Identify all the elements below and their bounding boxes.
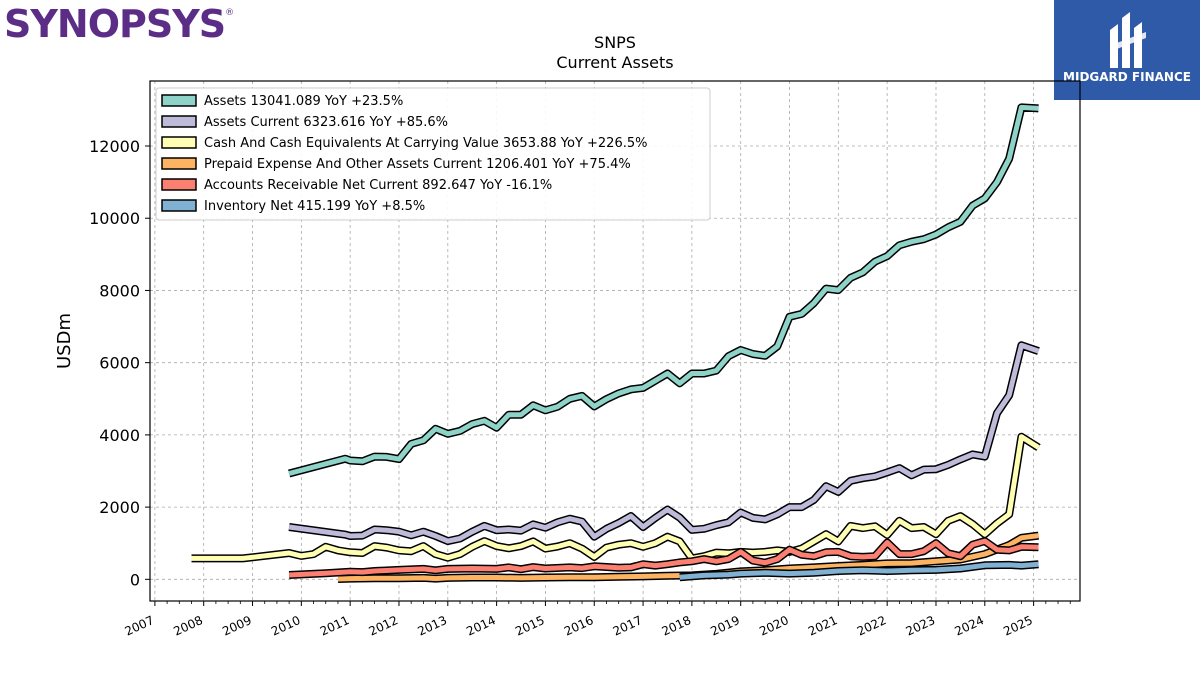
legend-swatch-5 xyxy=(161,199,197,212)
midgard-finance-logo-icon xyxy=(1110,12,1146,68)
legend-box xyxy=(155,87,711,221)
x-tick-label: 2009 xyxy=(220,613,254,639)
y-tick-label: 12000 xyxy=(89,137,140,156)
series-line-0 xyxy=(288,104,1039,476)
x-tick-label: 2012 xyxy=(367,613,401,639)
x-tick-label: 2020 xyxy=(757,613,791,639)
x-tick-label: 2022 xyxy=(855,613,889,639)
series-line-1 xyxy=(288,342,1040,544)
legend-swatch-1 xyxy=(161,115,197,128)
synopsys-logo: SYNOPSYS® xyxy=(4,2,234,46)
legend-swatch-2 xyxy=(161,136,197,149)
x-tick-label: 2019 xyxy=(708,613,742,639)
y-tick-label: 0 xyxy=(130,570,140,589)
plot-frame xyxy=(149,80,1081,602)
legend-label-5: Inventory Net 415.199 YoY +8.5% xyxy=(204,199,425,214)
x-tick-label: 2016 xyxy=(562,613,596,639)
y-tick-label: 8000 xyxy=(99,281,140,300)
midgard-finance-logo: MIDGARD FINANCE xyxy=(1054,0,1200,100)
x-tick-label: 2018 xyxy=(660,613,694,639)
series-line-4 xyxy=(288,538,1039,578)
legend-label-1: Assets Current 6323.616 YoY +85.6% xyxy=(204,115,448,130)
registered-mark: ® xyxy=(225,8,234,18)
chart-title: SNPS xyxy=(594,33,636,52)
x-tick-label: 2014 xyxy=(464,613,498,639)
legend-label-2: Cash And Cash Equivalents At Carrying Va… xyxy=(204,136,647,151)
x-tick-label: 2017 xyxy=(611,613,645,639)
legend-label-4: Accounts Receivable Net Current 892.647 … xyxy=(204,178,552,193)
legend-label-0: Assets 13041.089 YoY +23.5% xyxy=(204,94,403,109)
x-tick-label: 2010 xyxy=(269,613,303,639)
x-tick-label: 2011 xyxy=(318,613,352,639)
midgard-finance-logo-text: MIDGARD FINANCE xyxy=(1063,70,1191,84)
legend-swatch-4 xyxy=(161,178,197,191)
series-line-2 xyxy=(191,434,1040,561)
x-axis: 2007 2008 2009 2010 2011 2012 2013 2014 2015 2016… xyxy=(123,601,1071,639)
legend-label-3: Prepaid Expense And Other Assets Current… xyxy=(204,157,631,172)
x-tick-label: 2021 xyxy=(806,613,840,639)
y-tick-label: 10000 xyxy=(89,209,140,228)
series-line-5 xyxy=(679,561,1039,580)
y-axis: 0 2000 4000 6000 8000 10000 12000 xyxy=(89,137,150,589)
x-tick-label: 2008 xyxy=(171,613,205,639)
legend-swatch-3 xyxy=(161,157,197,170)
legend-swatch-0 xyxy=(161,94,197,107)
y-tick-label: 2000 xyxy=(99,498,140,517)
chart-subtitle: Current Assets xyxy=(556,53,673,72)
y-tick-label: 4000 xyxy=(99,426,140,445)
y-tick-label: 6000 xyxy=(99,354,140,373)
x-tick-label: 2023 xyxy=(904,613,938,639)
x-tick-label: 2025 xyxy=(1001,613,1035,639)
series-line-outline-2 xyxy=(191,432,1041,563)
y-axis-label: USDm xyxy=(54,313,75,369)
legend: Assets 13041.089 YoY +23.5% Assets Curren… xyxy=(155,87,711,221)
series-layer xyxy=(191,103,1041,583)
synopsys-logo-text: SYNOPSYS xyxy=(4,2,226,46)
x-tick-label: 2015 xyxy=(513,613,547,639)
x-tick-label: 2024 xyxy=(952,613,986,639)
x-tick-label: 2013 xyxy=(415,613,449,639)
x-tick-label: 2007 xyxy=(123,613,157,639)
